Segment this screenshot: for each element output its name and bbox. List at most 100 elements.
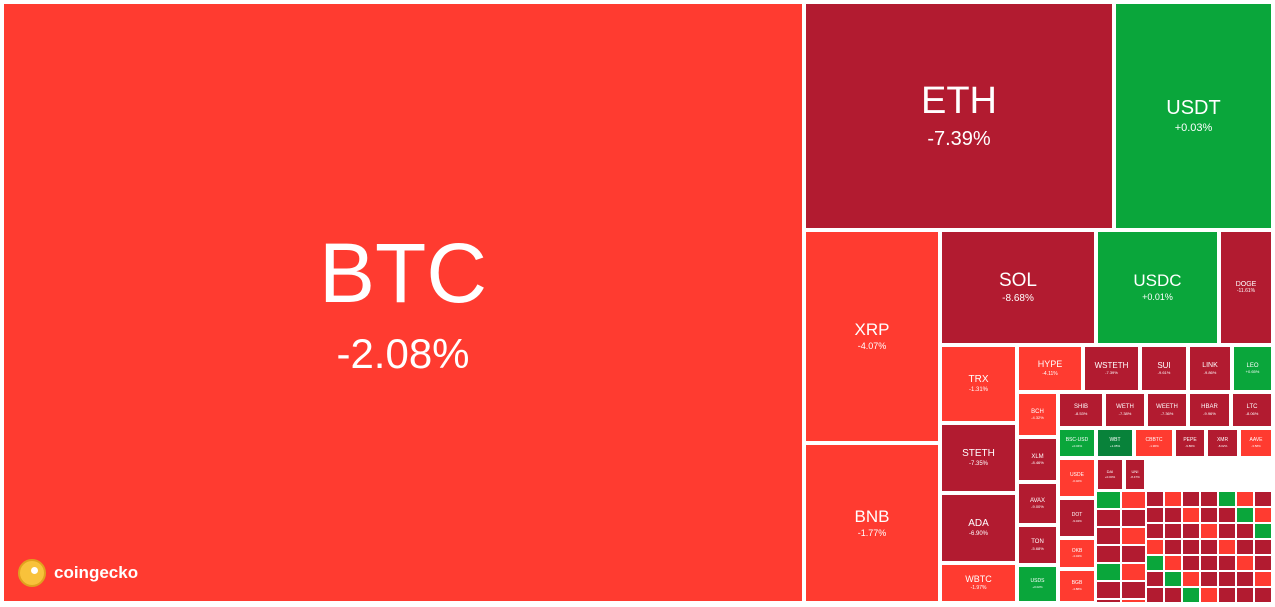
tile-ton[interactable]: TON -5.68% [1017,525,1058,565]
micro-tile[interactable] [1121,563,1146,581]
micro-tile[interactable] [1254,523,1272,539]
tile-xlm[interactable]: XLM -8.46% [1017,437,1058,482]
tile-link[interactable]: LINK -9.86% [1188,345,1232,392]
micro-tile[interactable] [1200,587,1218,603]
micro-tile[interactable] [1254,587,1272,603]
tile-bgb[interactable]: BGB -4.88% [1058,569,1096,603]
micro-tile[interactable] [1096,581,1121,599]
tile-weth[interactable]: WETH -7.38% [1104,392,1146,428]
micro-tile[interactable] [1121,581,1146,599]
micro-tile[interactable] [1218,523,1236,539]
micro-tile[interactable] [1146,571,1164,587]
tile-trx[interactable]: TRX -1.31% [940,345,1017,423]
micro-tile[interactable] [1164,587,1182,603]
tile-steth[interactable]: STETH -7.35% [940,423,1017,493]
micro-tile[interactable] [1146,555,1164,571]
micro-tile[interactable] [1200,491,1218,507]
micro-tile[interactable] [1164,507,1182,523]
micro-tile[interactable] [1182,523,1200,539]
tile-okb[interactable]: OKB -4.04% [1058,538,1096,569]
micro-tile[interactable] [1121,527,1146,545]
micro-tile[interactable] [1236,571,1254,587]
tile-ltc[interactable]: LTC -8.06% [1231,392,1273,428]
tile-avax[interactable]: AVAX -9.00% [1017,482,1058,525]
tile-sui[interactable]: SUI -9.61% [1140,345,1188,392]
tile-usdt[interactable]: USDT +0.03% [1114,2,1273,230]
micro-tile[interactable] [1164,555,1182,571]
tile-hbar[interactable]: HBAR -9.96% [1188,392,1231,428]
micro-tile[interactable] [1182,491,1200,507]
micro-tile[interactable] [1200,555,1218,571]
micro-tile[interactable] [1254,507,1272,523]
tile-leo[interactable]: LEO +0.65% [1232,345,1273,392]
micro-tile[interactable] [1254,555,1272,571]
micro-tile[interactable] [1254,539,1272,555]
micro-tile[interactable] [1218,491,1236,507]
micro-tile[interactable] [1182,539,1200,555]
micro-tile[interactable] [1218,507,1236,523]
micro-tile[interactable] [1254,491,1272,507]
micro-tile[interactable] [1182,555,1200,571]
micro-tile[interactable] [1236,507,1254,523]
tile-xrp[interactable]: XRP -4.07% [804,230,940,443]
tile-wbt[interactable]: WBT +1.05% [1096,428,1134,458]
tile-cbbtc[interactable]: CBBTC -1.96% [1134,428,1174,458]
tile-btc[interactable]: BTC -2.08% [2,2,804,603]
micro-tile[interactable] [1121,599,1146,603]
micro-tile[interactable] [1182,587,1200,603]
micro-tile[interactable] [1146,523,1164,539]
micro-tile[interactable] [1236,491,1254,507]
micro-tile[interactable] [1164,539,1182,555]
tile-bch[interactable]: BCH -4.32% [1017,392,1058,437]
micro-tile[interactable] [1218,555,1236,571]
tile-uni[interactable]: UNI -8.47% [1124,458,1146,491]
tile-xmr[interactable]: XMR -8.02% [1206,428,1239,458]
tile-usds[interactable]: USDS +0.02% [1017,565,1058,603]
tile-eth[interactable]: ETH -7.39% [804,2,1114,230]
micro-tile[interactable] [1146,491,1164,507]
micro-tile[interactable] [1218,571,1236,587]
micro-tile[interactable] [1096,599,1121,603]
micro-tile[interactable] [1200,539,1218,555]
micro-tile[interactable] [1236,523,1254,539]
micro-tile[interactable] [1236,539,1254,555]
micro-tile[interactable] [1146,539,1164,555]
micro-tile[interactable] [1200,507,1218,523]
tile-ada[interactable]: ADA -6.90% [940,493,1017,563]
micro-tile[interactable] [1182,507,1200,523]
micro-tile[interactable] [1200,571,1218,587]
tile-bnb[interactable]: BNB -1.77% [804,443,940,603]
micro-tile[interactable] [1236,587,1254,603]
tile-aave[interactable]: AAVE -3.58% [1239,428,1273,458]
tile-hype[interactable]: HYPE -4.11% [1017,345,1083,392]
tile-pepe[interactable]: PEPE -9.86% [1174,428,1206,458]
micro-tile[interactable] [1146,507,1164,523]
micro-tile[interactable] [1096,491,1121,509]
micro-tile[interactable] [1096,563,1121,581]
micro-tile[interactable] [1121,509,1146,527]
micro-tile[interactable] [1182,571,1200,587]
tile-shib[interactable]: SHIB -8.53% [1058,392,1104,428]
micro-tile[interactable] [1218,539,1236,555]
micro-tile[interactable] [1096,509,1121,527]
micro-tile[interactable] [1254,571,1272,587]
tile-usdc[interactable]: USDC +0.01% [1096,230,1219,345]
tile-dai[interactable]: DAI +0.00% [1096,458,1124,491]
micro-tile[interactable] [1236,555,1254,571]
tile-usde[interactable]: USDE -0.02% [1058,458,1096,498]
micro-tile[interactable] [1200,523,1218,539]
micro-tile[interactable] [1121,491,1146,509]
micro-tile[interactable] [1121,545,1146,563]
tile-weeth[interactable]: WEETH -7.36% [1146,392,1188,428]
micro-tile[interactable] [1218,587,1236,603]
micro-tile[interactable] [1164,491,1182,507]
tile-sol[interactable]: SOL -8.68% [940,230,1096,345]
micro-tile[interactable] [1164,571,1182,587]
micro-tile[interactable] [1096,545,1121,563]
tile-dot[interactable]: DOT -9.04% [1058,498,1096,538]
micro-tile[interactable] [1146,587,1164,603]
tile-wbtc[interactable]: WBTC -1.97% [940,563,1017,603]
micro-tile[interactable] [1096,527,1121,545]
tile-wsteth[interactable]: WSTETH -7.39% [1083,345,1140,392]
tile-doge[interactable]: DOGE -11.61% [1219,230,1273,345]
